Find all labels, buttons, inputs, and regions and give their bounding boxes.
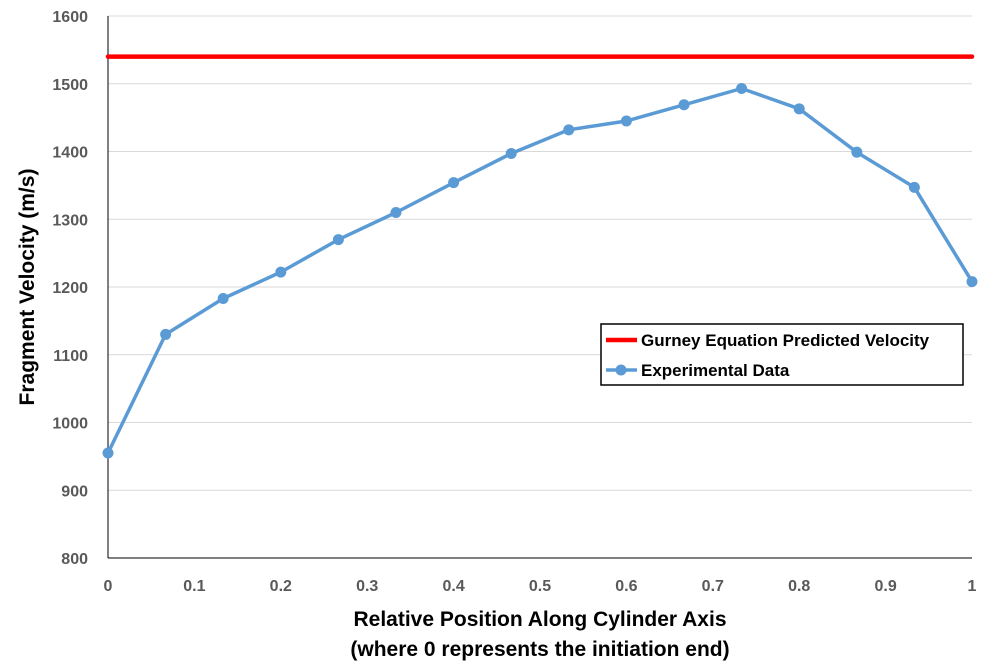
legend-label-experimental: Experimental Data [641, 361, 790, 380]
x-tick-label: 0.3 [356, 578, 378, 595]
data-point [620, 115, 632, 127]
y-tick-labels: 800 900 1000 1100 1200 1300 1400 1500 1600 [52, 9, 88, 568]
data-point [102, 447, 114, 459]
x-tick-label: 0 [104, 578, 113, 595]
x-tick-label: 0.5 [529, 578, 551, 595]
x-tick-label: 0.8 [788, 578, 810, 595]
x-tick-labels: 0 0.1 0.2 0.3 0.4 0.5 0.6 0.7 0.8 0.9 1 [104, 578, 977, 595]
data-point [736, 82, 748, 94]
data-point [448, 177, 460, 189]
data-point [160, 328, 172, 340]
y-tick-label: 900 [61, 483, 88, 500]
legend: Gurney Equation Predicted Velocity Exper… [600, 323, 964, 386]
y-tick-label: 800 [61, 551, 88, 568]
data-point [390, 206, 402, 218]
y-tick-label: 1300 [52, 212, 88, 229]
y-tick-label: 1500 [52, 77, 88, 94]
x-tick-label: 0.1 [183, 578, 205, 595]
legend-marker-experimental [615, 364, 627, 376]
x-tick-label: 0.2 [270, 578, 292, 595]
y-axis-title: Fragment Velocity (m/s) [16, 169, 39, 406]
data-point [505, 148, 517, 160]
data-point [275, 266, 287, 278]
y-tick-label: 1100 [53, 348, 88, 365]
x-axis-title: Relative Position Along Cylinder Axis [353, 608, 726, 631]
x-tick-label: 1 [968, 578, 977, 595]
series-line-experimental [106, 86, 974, 455]
series [102, 54, 978, 459]
data-point [966, 276, 978, 288]
y-tick-label: 1000 [52, 416, 88, 433]
data-point [851, 146, 863, 158]
y-tick-label: 1600 [52, 9, 88, 26]
x-tick-label: 0.9 [874, 578, 896, 595]
x-tick-label: 0.4 [442, 578, 464, 595]
x-tick-label: 0.7 [702, 578, 724, 595]
data-point [217, 293, 229, 305]
data-point [678, 99, 690, 111]
data-point [563, 124, 575, 136]
data-point [793, 103, 805, 115]
data-point [332, 234, 344, 246]
axes [107, 16, 972, 559]
gridlines [108, 15, 972, 491]
x-axis-title-line2: (where 0 represents the initiation end) [350, 638, 729, 661]
legend-label-gurney: Gurney Equation Predicted Velocity [641, 331, 930, 350]
data-point [908, 181, 920, 193]
y-tick-label: 1400 [52, 145, 88, 162]
x-tick-label: 0.6 [615, 578, 637, 595]
y-tick-label: 1200 [52, 280, 88, 297]
legend-box [600, 323, 964, 386]
